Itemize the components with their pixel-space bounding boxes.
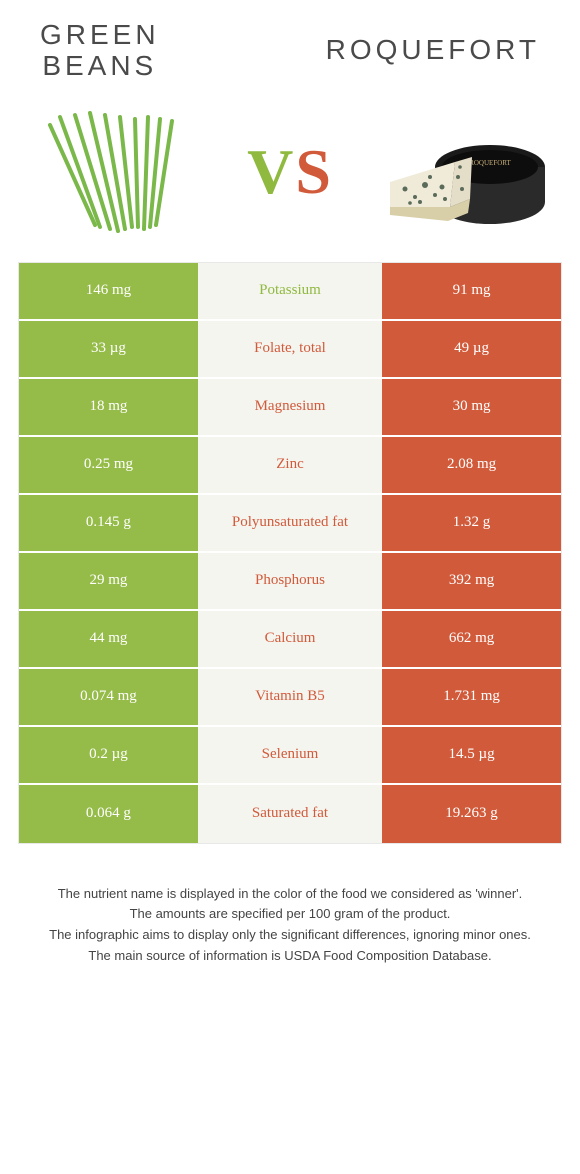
- nutrient-label: Selenium: [198, 727, 382, 783]
- footer-line1: The nutrient name is displayed in the co…: [30, 884, 550, 905]
- table-row: 33 µgFolate, total49 µg: [19, 321, 561, 379]
- left-title-line1: GREEN: [40, 19, 160, 50]
- footer-line4: The main source of information is USDA F…: [30, 946, 550, 967]
- left-value: 0.074 mg: [19, 669, 198, 725]
- nutrient-label: Zinc: [198, 437, 382, 493]
- left-value: 146 mg: [19, 263, 198, 319]
- vs-label: VS: [247, 135, 333, 209]
- right-value: 19.263 g: [382, 785, 561, 843]
- right-value: 392 mg: [382, 553, 561, 609]
- right-value: 662 mg: [382, 611, 561, 667]
- right-value: 30 mg: [382, 379, 561, 435]
- left-title-line2: BEANS: [42, 50, 157, 81]
- nutrient-label: Potassium: [198, 263, 382, 319]
- left-value: 18 mg: [19, 379, 198, 435]
- nutrient-label: Folate, total: [198, 321, 382, 377]
- svg-text:ROQUEFORT: ROQUEFORT: [469, 159, 511, 167]
- left-value: 0.2 µg: [19, 727, 198, 783]
- roquefort-icon: ROQUEFORT: [380, 102, 550, 242]
- green-beans-icon: [30, 102, 200, 242]
- vs-s: S: [295, 136, 333, 207]
- right-value: 2.08 mg: [382, 437, 561, 493]
- table-row: 18 mgMagnesium30 mg: [19, 379, 561, 437]
- table-row: 0.2 µgSelenium14.5 µg: [19, 727, 561, 785]
- image-row: VS ROQUEFORT: [0, 92, 580, 262]
- right-value: 1.731 mg: [382, 669, 561, 725]
- table-row: 146 mgPotassium91 mg: [19, 263, 561, 321]
- table-row: 44 mgCalcium662 mg: [19, 611, 561, 669]
- table-row: 29 mgPhosphorus392 mg: [19, 553, 561, 611]
- table-row: 0.074 mgVitamin B51.731 mg: [19, 669, 561, 727]
- left-value: 33 µg: [19, 321, 198, 377]
- nutrient-table: 146 mgPotassium91 mg33 µgFolate, total49…: [18, 262, 562, 844]
- table-row: 0.064 gSaturated fat19.263 g: [19, 785, 561, 843]
- table-row: 0.145 gPolyunsaturated fat1.32 g: [19, 495, 561, 553]
- left-value: 0.145 g: [19, 495, 198, 551]
- vs-v: V: [247, 136, 295, 207]
- left-value: 29 mg: [19, 553, 198, 609]
- left-value: 0.064 g: [19, 785, 198, 843]
- nutrient-label: Phosphorus: [198, 553, 382, 609]
- table-row: 0.25 mgZinc2.08 mg: [19, 437, 561, 495]
- nutrient-label: Calcium: [198, 611, 382, 667]
- left-value: 0.25 mg: [19, 437, 198, 493]
- header: GREEN BEANS ROQUEFORT: [0, 0, 580, 92]
- footer-line2: The amounts are specified per 100 gram o…: [30, 904, 550, 925]
- footer-notes: The nutrient name is displayed in the co…: [0, 844, 580, 987]
- right-value: 49 µg: [382, 321, 561, 377]
- right-title: ROQUEFORT: [326, 35, 540, 66]
- footer-line3: The infographic aims to display only the…: [30, 925, 550, 946]
- nutrient-label: Saturated fat: [198, 785, 382, 843]
- right-value: 91 mg: [382, 263, 561, 319]
- nutrient-label: Vitamin B5: [198, 669, 382, 725]
- left-title: GREEN BEANS: [40, 20, 160, 82]
- nutrient-label: Magnesium: [198, 379, 382, 435]
- left-value: 44 mg: [19, 611, 198, 667]
- right-value: 1.32 g: [382, 495, 561, 551]
- nutrient-label: Polyunsaturated fat: [198, 495, 382, 551]
- right-value: 14.5 µg: [382, 727, 561, 783]
